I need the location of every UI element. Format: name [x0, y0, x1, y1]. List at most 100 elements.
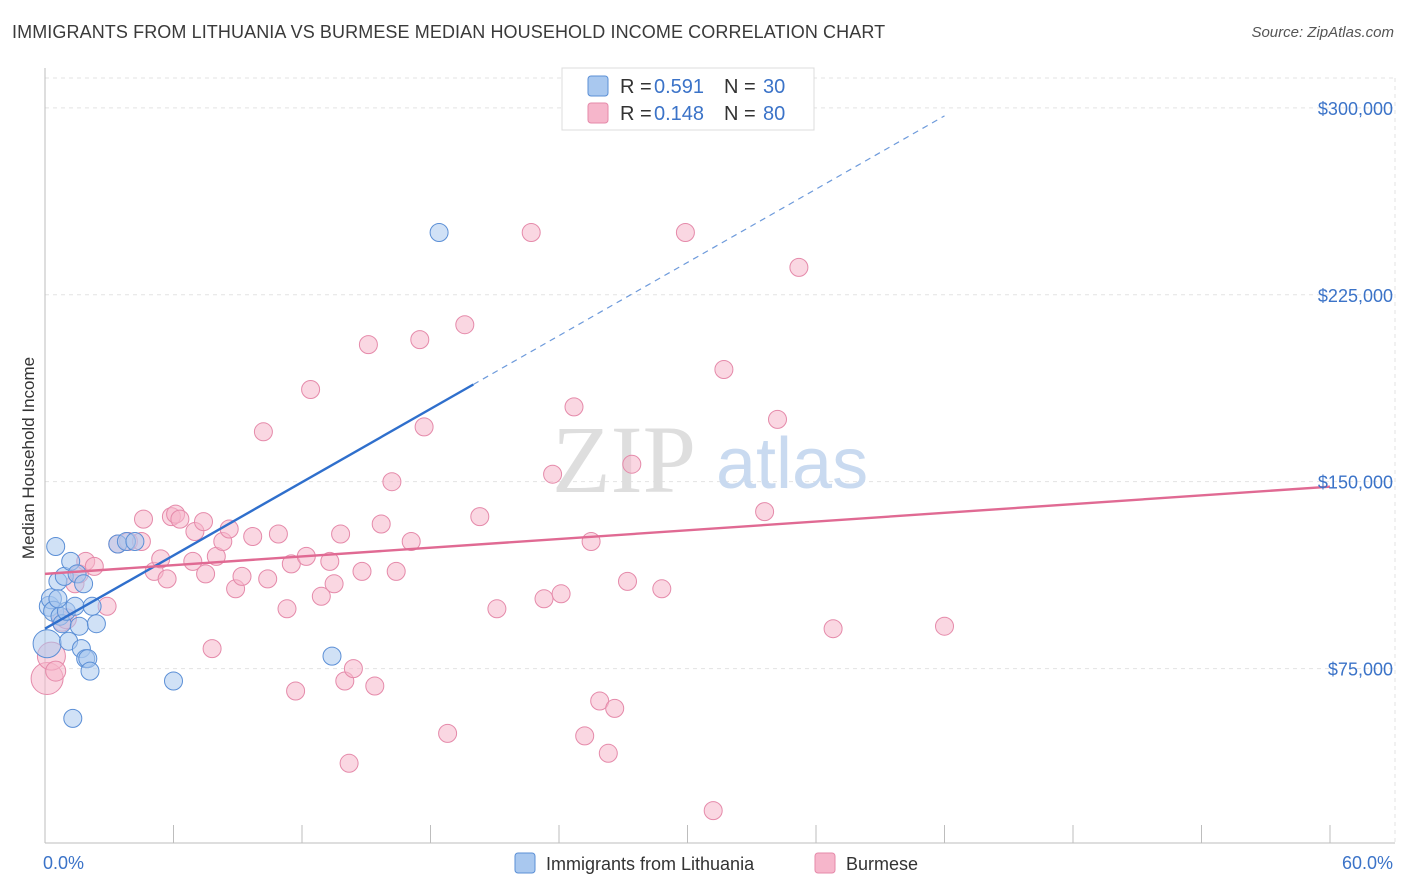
legend-n-value-2: 80: [763, 103, 785, 125]
burmese-point-57: [487, 599, 507, 619]
burmese-point-74: [755, 502, 775, 522]
burmese-point-79: [45, 660, 67, 682]
burmese-point-39: [320, 551, 340, 571]
burmese-point-33: [277, 599, 297, 619]
y-tick-label-2: $225,000: [1318, 286, 1393, 306]
burmese-point-38: [311, 586, 331, 606]
burmese-point-62: [564, 397, 584, 417]
legend-r-value-1: 0.591: [654, 76, 704, 98]
burmese-point-73: [714, 360, 734, 379]
lithuania-trendline-extension: [473, 115, 945, 386]
burmese-point-31: [258, 569, 278, 589]
burmese-trendline: [44, 485, 1331, 576]
burmese-point-46: [358, 335, 378, 355]
burmese-point-22: [196, 564, 216, 584]
burmese-points: [30, 223, 954, 821]
burmese-point-65: [590, 691, 610, 711]
y-tick-label-1: $150,000: [1318, 473, 1393, 493]
lithuania-point-26: [164, 671, 183, 691]
axes: [44, 68, 1395, 844]
y-tick-label-0: $75,000: [1328, 660, 1393, 680]
burmese-point-54: [438, 723, 458, 743]
burmese-point-75: [768, 409, 787, 429]
y-tick-labels: $75,000 $150,000 $225,000 $300,000: [1318, 99, 1393, 680]
trendlines: [44, 115, 1331, 630]
x-tick-label-min: 0.0%: [43, 853, 84, 873]
burmese-point-61: [551, 584, 571, 604]
burmese-point-63: [575, 726, 595, 746]
y-axis-title: Median Household Income: [19, 357, 38, 559]
burmese-point-60: [543, 464, 563, 484]
burmese-point-71: [675, 223, 695, 242]
burmese-point-78: [935, 616, 954, 636]
burmese-point-56: [470, 507, 490, 527]
lithuania-point-25: [125, 532, 145, 551]
legend-swatch-lithuania: [587, 75, 609, 97]
legend-n-label-1: N =: [724, 76, 756, 98]
series-legend: Immigrants from Lithuania Burmese: [514, 852, 918, 874]
watermark: ZIP atlas: [552, 406, 868, 513]
correlation-legend: R = 0.591 N = 30 R = 0.148 N = 80: [561, 67, 815, 131]
burmese-point-28: [232, 566, 252, 586]
burmese-point-15: [157, 569, 177, 589]
y-tick-label-3: $300,000: [1318, 99, 1393, 119]
legend-swatch-burmese: [587, 102, 609, 124]
lithuania-point-29: [48, 589, 68, 609]
bottom-legend-label-lithuania: Immigrants from Lithuania: [546, 854, 755, 874]
burmese-point-55: [455, 315, 475, 335]
burmese-point-76: [789, 257, 809, 277]
burmese-point-23: [202, 639, 222, 659]
lithuania-trendline: [44, 383, 474, 630]
burmese-point-66: [598, 743, 618, 763]
burmese-point-45: [352, 561, 372, 581]
burmese-point-12: [134, 509, 153, 529]
burmese-point-35: [286, 681, 306, 701]
burmese-point-19: [183, 551, 203, 571]
source-credit: Source: ZipAtlas.com: [1251, 24, 1394, 41]
burmese-point-52: [410, 330, 430, 350]
legend-r-label-2: R =: [620, 103, 652, 125]
burmese-point-68: [618, 571, 637, 591]
burmese-point-47: [365, 676, 385, 696]
burmese-point-49: [382, 472, 402, 492]
lithuania-point-22: [63, 708, 83, 728]
burmese-point-21: [194, 512, 213, 532]
legend-r-value-2: 0.148: [654, 103, 704, 125]
legend-n-value-1: 30: [763, 76, 785, 98]
lithuania-point-16: [74, 574, 94, 594]
bottom-swatch-lithuania: [514, 852, 536, 874]
burmese-point-51: [401, 532, 421, 551]
lithuania-point-0: [32, 629, 62, 659]
burmese-point-50: [386, 561, 406, 581]
burmese-point-30: [253, 422, 273, 442]
lithuania-point-28: [429, 223, 449, 242]
x-tick-label-max: 60.0%: [1342, 853, 1393, 873]
burmese-point-41: [331, 524, 351, 544]
burmese-point-77: [823, 619, 843, 639]
burmese-point-32: [268, 524, 288, 544]
burmese-point-72: [703, 801, 723, 821]
burmese-point-44: [343, 659, 363, 679]
watermark-atlas: atlas: [716, 424, 868, 504]
burmese-point-40: [324, 574, 344, 594]
burmese-point-48: [371, 514, 391, 534]
burmese-point-53: [414, 417, 434, 437]
bottom-legend-label-burmese: Burmese: [846, 854, 918, 874]
lithuania-point-14: [69, 616, 89, 636]
burmese-point-59: [534, 589, 554, 609]
burmese-point-69: [622, 454, 642, 474]
burmese-point-58: [521, 223, 541, 242]
burmese-point-34: [281, 554, 301, 574]
burmese-point-37: [301, 380, 321, 399]
lithuania-point-4: [46, 537, 66, 556]
legend-n-label-2: N =: [724, 103, 756, 125]
lithuania-point-19: [80, 661, 100, 681]
chart-title: IMMIGRANTS FROM LITHUANIA VS BURMESE MED…: [12, 22, 886, 42]
bottom-swatch-burmese: [814, 852, 836, 874]
lithuania-point-27: [322, 646, 342, 666]
burmese-point-67: [605, 698, 625, 718]
burmese-point-18: [170, 509, 190, 529]
lithuania-point-21: [86, 614, 106, 634]
burmese-point-43: [339, 753, 359, 773]
